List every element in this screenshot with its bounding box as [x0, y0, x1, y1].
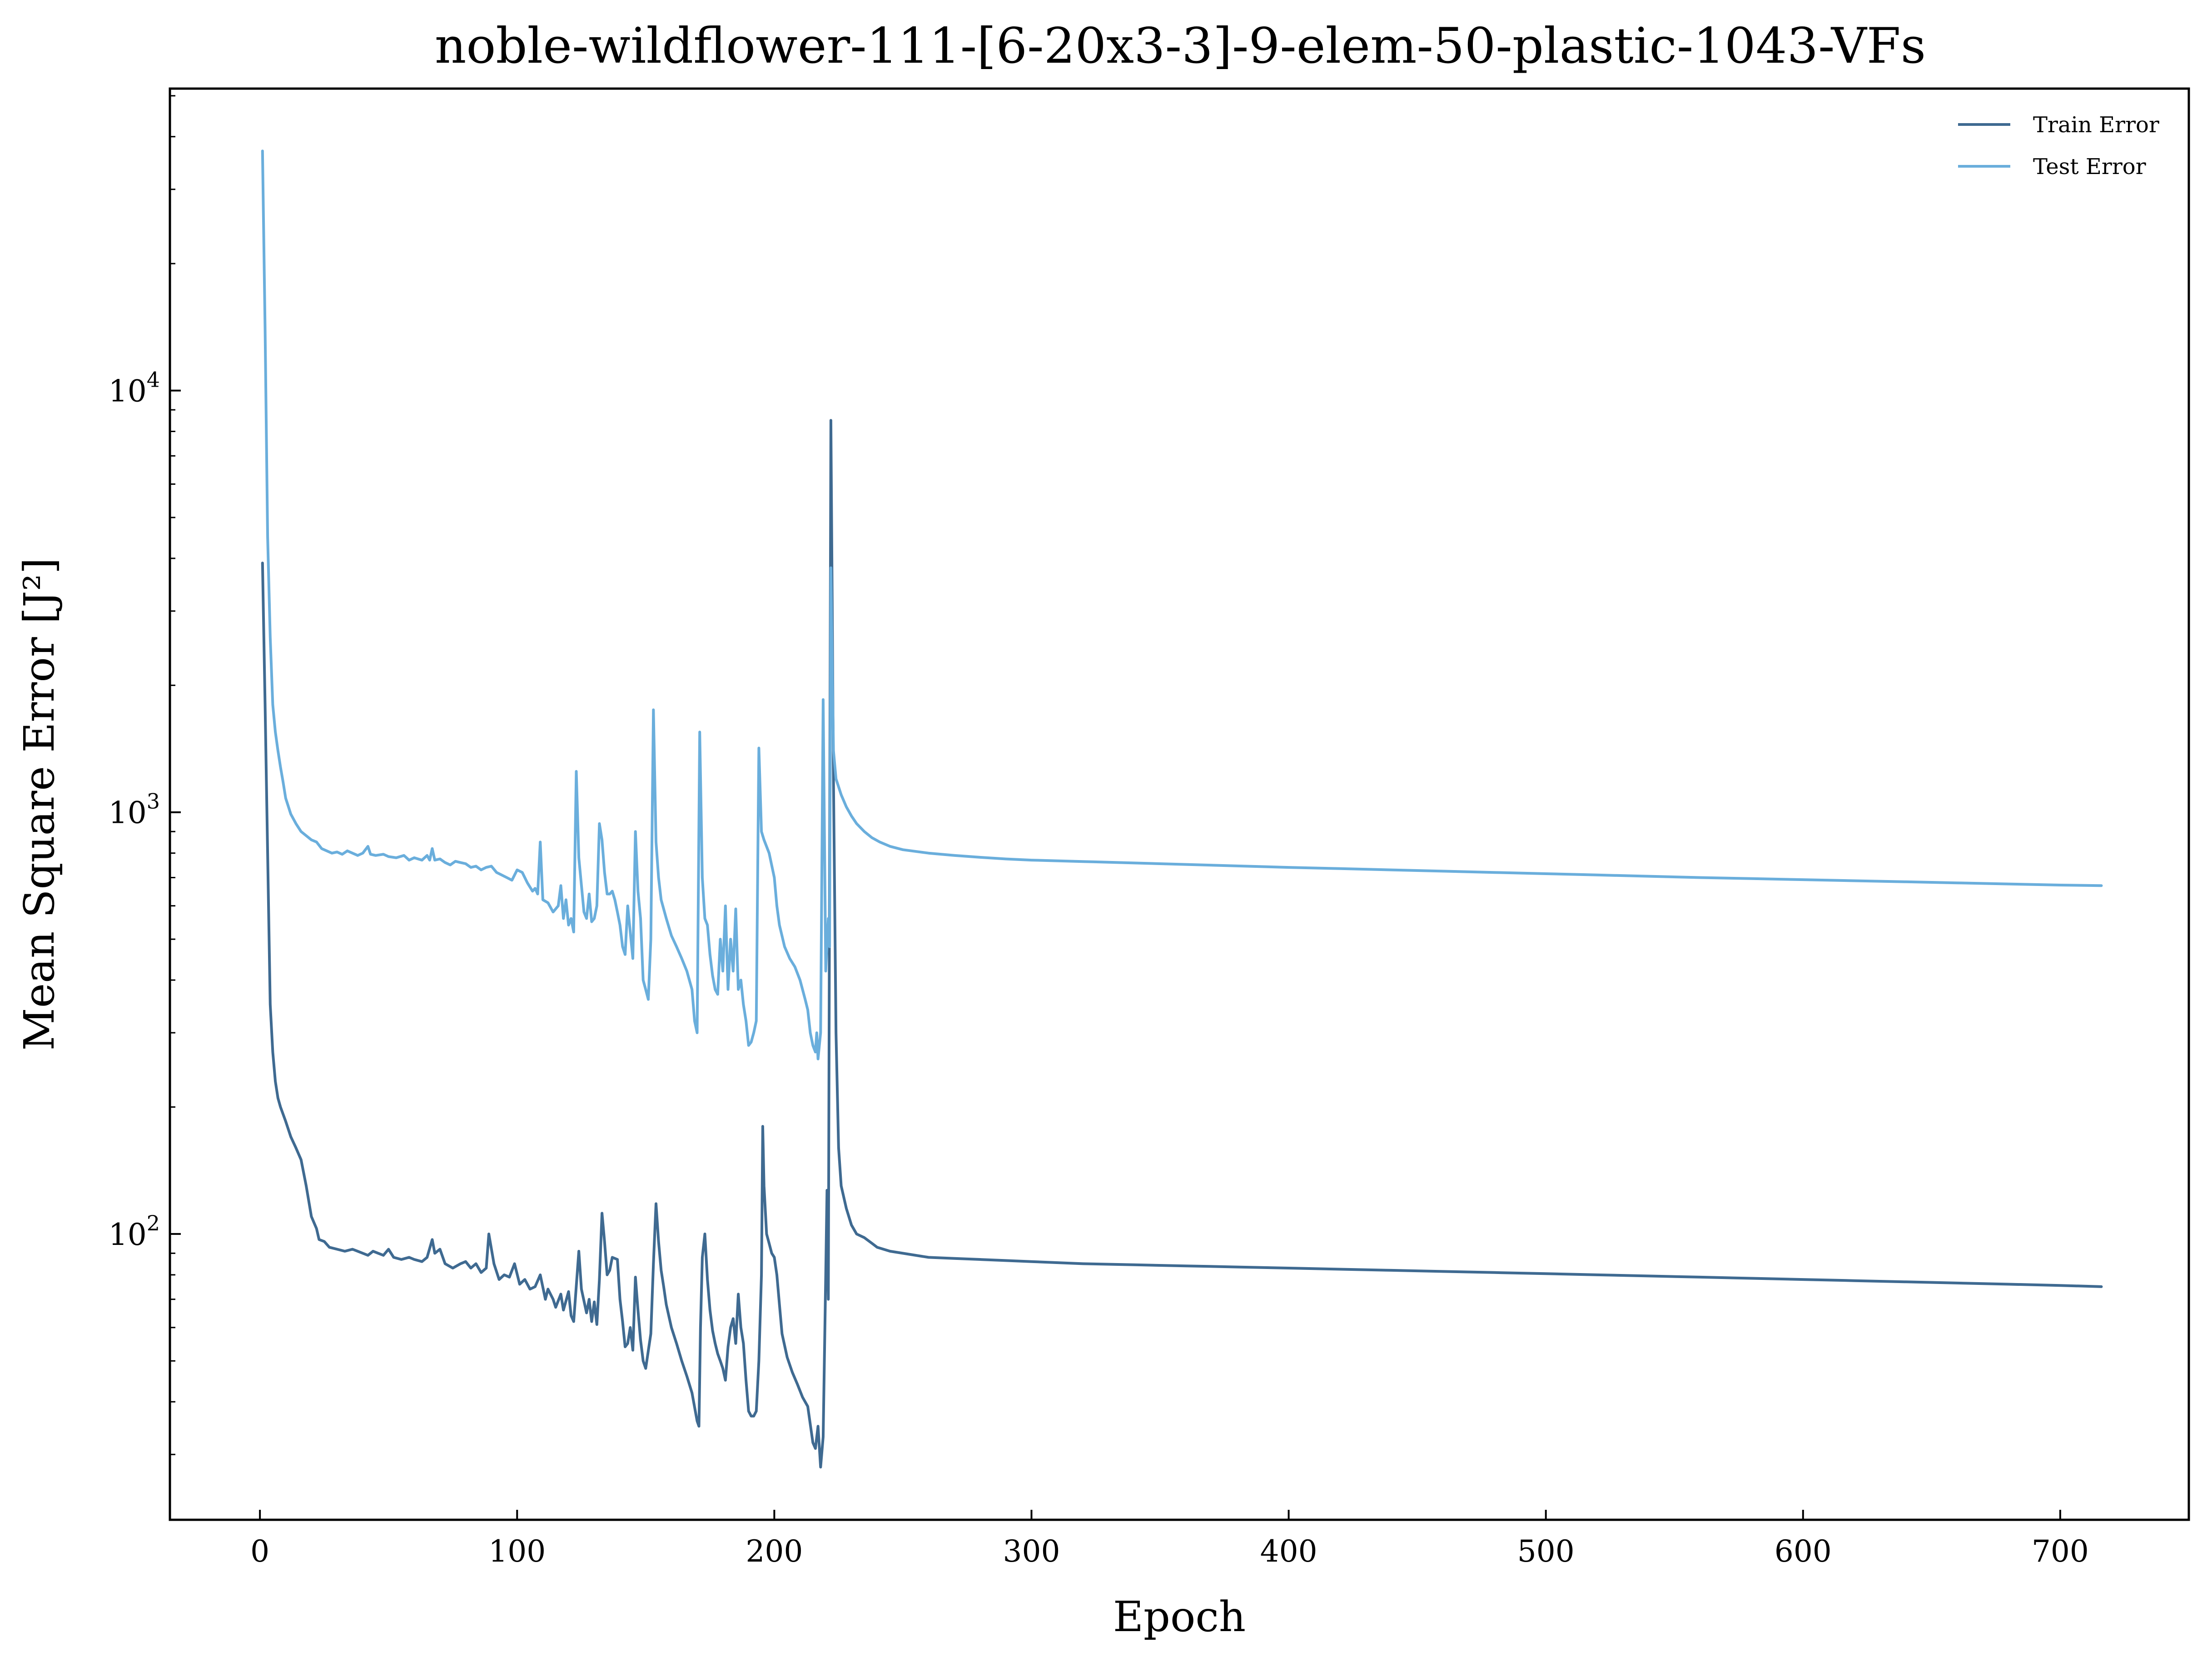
legend-label: Test Error	[2033, 154, 2146, 179]
x-tick-label: 600	[1775, 1534, 1832, 1569]
series-lines	[261, 149, 2103, 1468]
y-axis: 102 103 104	[109, 95, 181, 1455]
test-error-line	[261, 149, 2103, 1060]
y-axis-label: Mean Square Error [J²]	[15, 558, 64, 1051]
legend-label: Train Error	[2033, 112, 2159, 138]
x-tick-label: 200	[746, 1534, 803, 1569]
legend: Train Error Test Error	[1958, 112, 2159, 179]
x-tick-label: 0	[250, 1534, 269, 1569]
x-axis: 0 100 200 300 400 500 600 700	[250, 1510, 2089, 1569]
y-tick-label: 102	[109, 1211, 160, 1252]
x-axis-label: Epoch	[1113, 1592, 1246, 1641]
x-tick-label: 400	[1260, 1534, 1317, 1569]
x-tick-label: 300	[1003, 1534, 1060, 1569]
y-tick-label: 103	[109, 789, 160, 831]
x-tick-label: 100	[488, 1534, 546, 1569]
chart-title: noble-wildflower-111-[6-20x3-3]-9-elem-5…	[435, 18, 1926, 75]
x-tick-label: 500	[1517, 1534, 1575, 1569]
x-tick-label: 700	[2032, 1534, 2089, 1569]
plot-frame	[169, 87, 2190, 1521]
plot-area	[169, 87, 2190, 1521]
train-error-line	[261, 419, 2103, 1468]
y-tick-label: 104	[109, 368, 160, 409]
